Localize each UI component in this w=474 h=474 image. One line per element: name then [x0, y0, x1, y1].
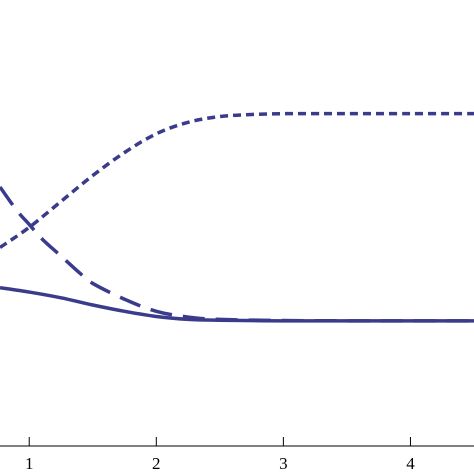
series-line-dotted — [0, 111, 474, 249]
x-tick-label: 2 — [152, 454, 161, 473]
x-axis-ticks: 1 2 3 4 — [25, 437, 415, 473]
series-line-solid — [0, 286, 474, 323]
x-tick-label: 1 — [25, 454, 34, 473]
series-line-dashed — [0, 186, 474, 323]
x-tick-label: 3 — [279, 454, 288, 473]
series-lines — [0, 111, 474, 323]
x-tick-label: 4 — [406, 454, 415, 473]
